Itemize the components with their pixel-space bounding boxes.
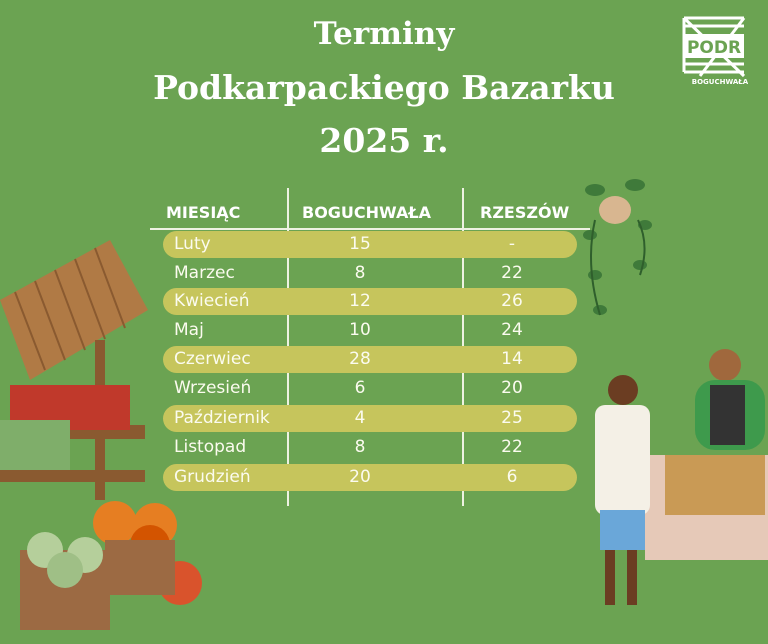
month-cell: Czerwiec (174, 349, 251, 369)
rzeszow-cell: 6 (506, 467, 518, 487)
boguchwala-cell: 20 (349, 467, 371, 487)
row-highlight (163, 288, 577, 315)
row-highlight (163, 405, 577, 432)
rzeszow-cell: 14 (501, 349, 523, 369)
month-cell: Październik (174, 408, 270, 428)
month-cell: Wrzesień (174, 378, 252, 398)
rzeszow-cell: 24 (501, 320, 523, 340)
logo-text: PODR (687, 38, 741, 58)
boguchwala-cell: 10 (349, 320, 371, 340)
month-cell: Kwiecień (174, 291, 250, 311)
boguchwala-cell: 6 (354, 378, 366, 398)
rzeszow-cell: 25 (501, 408, 523, 428)
rzeszow-cell: 22 (501, 263, 523, 283)
month-cell: Listopad (174, 437, 247, 457)
boguchwala-cell: 8 (354, 263, 366, 283)
rzeszow-cell: 26 (501, 291, 523, 311)
header-boguchwala: BOGUCHWAŁA (302, 203, 432, 222)
boguchwala-cell: 4 (354, 408, 366, 428)
month-cell: Marzec (174, 263, 235, 283)
row-highlight (163, 346, 577, 373)
month-cell: Maj (174, 320, 204, 340)
row-highlight (163, 464, 577, 491)
boguchwala-cell: 8 (354, 437, 366, 457)
title-line-1: Terminy (313, 16, 455, 52)
row-highlight (163, 231, 577, 258)
hanging-plant-illustration (583, 179, 652, 316)
header-divider (150, 228, 590, 230)
rzeszow-cell: 20 (501, 378, 523, 398)
rzeszow-cell: - (508, 234, 516, 254)
month-cell: Luty (174, 234, 211, 254)
title-line-3: 2025 r. (319, 121, 449, 160)
podr-logo: PODR BOGUCHWAŁA (680, 14, 749, 86)
boguchwala-cell: 12 (349, 291, 371, 311)
rzeszow-cell: 22 (501, 437, 523, 457)
header-month: MIESIĄC (166, 203, 241, 222)
market-stall-illustration (0, 240, 202, 630)
title-line-2: Podkarpackiego Bazarku (153, 68, 615, 107)
month-cell: Grudzień (174, 467, 251, 487)
header-rzeszow: RZESZÓW (480, 203, 570, 222)
logo-subtext: BOGUCHWAŁA (692, 78, 748, 86)
boguchwala-cell: 15 (349, 234, 371, 254)
boguchwala-cell: 28 (349, 349, 371, 369)
vendor-and-customer-illustration (595, 349, 768, 605)
